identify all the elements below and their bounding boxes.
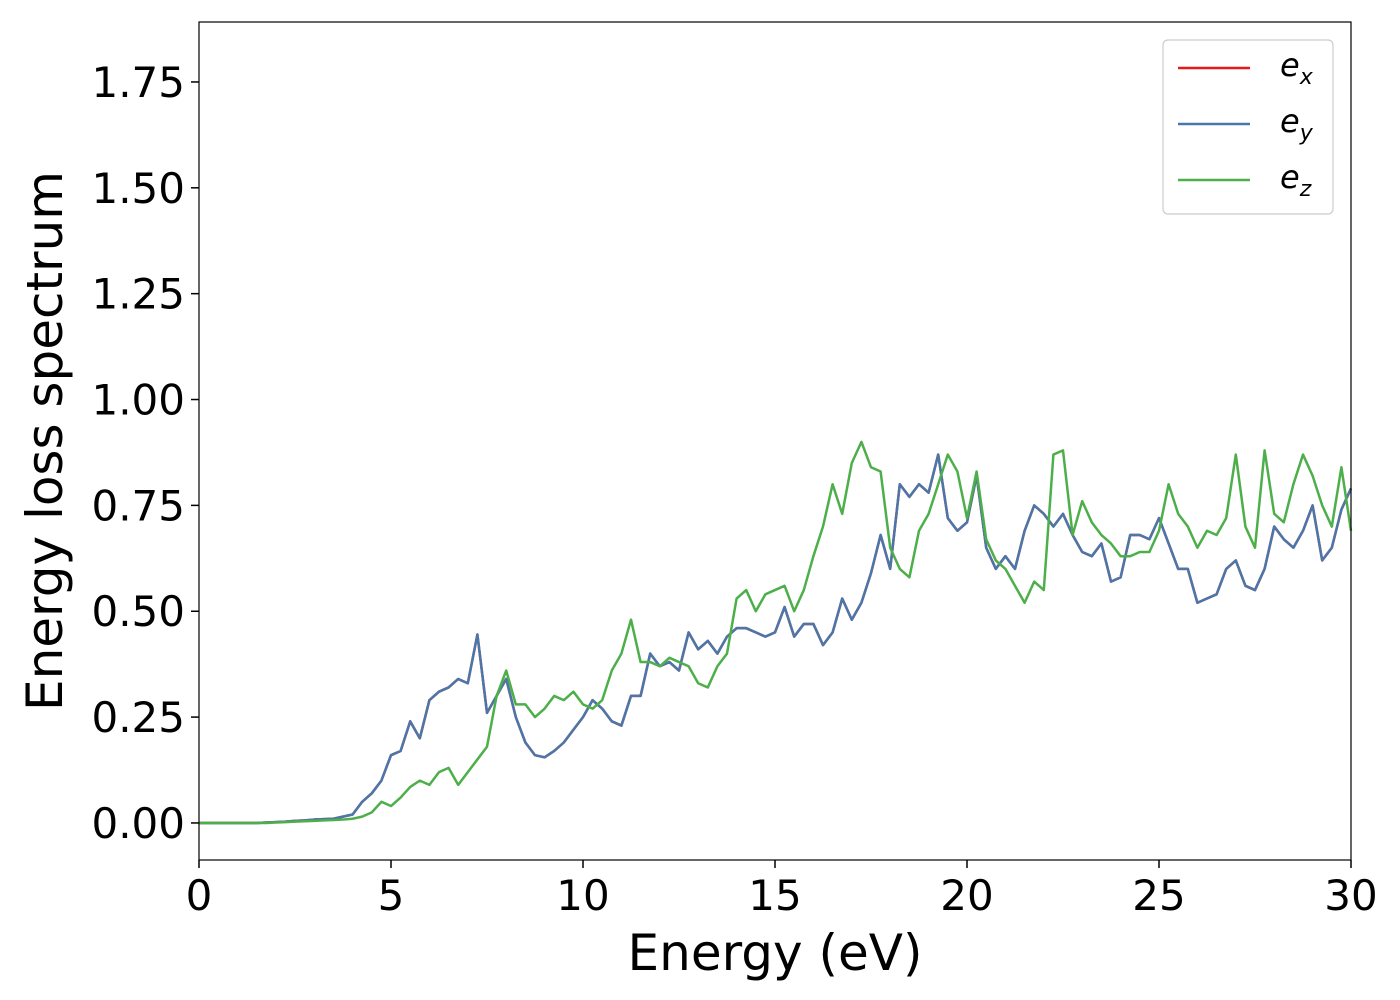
legend-label: ez xyxy=(1280,158,1312,202)
plot-frame xyxy=(198,21,1352,861)
x-tick-label: 15 xyxy=(748,871,801,920)
x-tick-label: 5 xyxy=(378,871,405,920)
y-tick-label: 1.25 xyxy=(91,270,185,319)
y-tick-label: 1.50 xyxy=(91,164,185,213)
y-tick-label: 0.00 xyxy=(91,799,185,848)
series-line xyxy=(199,440,1353,825)
x-tick-label: 25 xyxy=(1132,871,1185,920)
x-tick-label: 20 xyxy=(940,871,993,920)
x-tick-label: 0 xyxy=(186,871,213,920)
x-axis-label: Energy (eV) xyxy=(628,924,923,982)
x-tick-label: 10 xyxy=(556,871,609,920)
x-tick-label: 30 xyxy=(1324,871,1377,920)
y-tick-label: 1.00 xyxy=(91,376,185,425)
y-tick-label: 1.75 xyxy=(91,58,185,107)
legend-label: ex xyxy=(1280,46,1314,90)
series-line xyxy=(199,453,1353,825)
y-tick-label: 0.50 xyxy=(91,587,185,636)
legend-box xyxy=(1162,39,1334,215)
y-tick-label: 0.75 xyxy=(91,481,185,530)
y-tick-label: 0.25 xyxy=(91,693,185,742)
y-axis-label: Energy loss spectrum xyxy=(16,171,74,711)
legend-label: ey xyxy=(1280,102,1314,146)
